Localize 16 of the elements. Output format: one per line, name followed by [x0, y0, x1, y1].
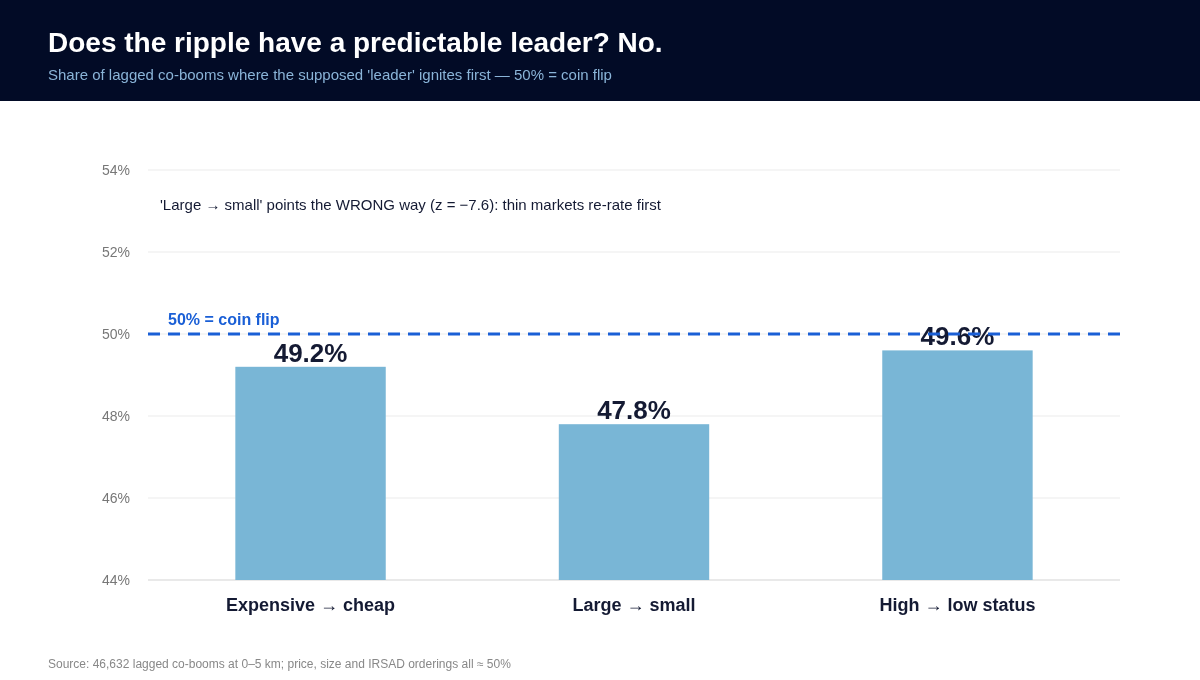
chart-subtitle: Share of lagged co-booms where the supposed 'leader' ignites first — 50% = coin flip [48, 66, 612, 83]
x-tick-label: Large → small [572, 595, 696, 615]
y-tick-label: 50% [101, 326, 130, 342]
chart-title: Does the ripple have a predictable leader? No. [48, 27, 663, 58]
x-tick-label: High → low status [879, 595, 1036, 615]
y-tick-label: 52% [101, 244, 130, 260]
y-tick-label: 54% [101, 162, 130, 178]
source-note: Source: 46,632 lagged co-booms at 0–5 km; price, size and IRSAD orderings all ≈ 50% [48, 657, 512, 671]
annotation: 'Large → small' points the WRONG way (z = −7.6): thin markets re-rate first [160, 196, 662, 213]
ref-line-label: 50% = coin flip [168, 311, 280, 328]
y-tick-label: 46% [101, 490, 130, 506]
x-tick-label: Expensive → cheap [226, 595, 396, 615]
data-label: 49.2% [273, 337, 348, 368]
data-label: 47.8% [597, 395, 671, 426]
y-tick-label: 48% [101, 408, 130, 424]
y-tick-label: 44% [101, 572, 130, 588]
